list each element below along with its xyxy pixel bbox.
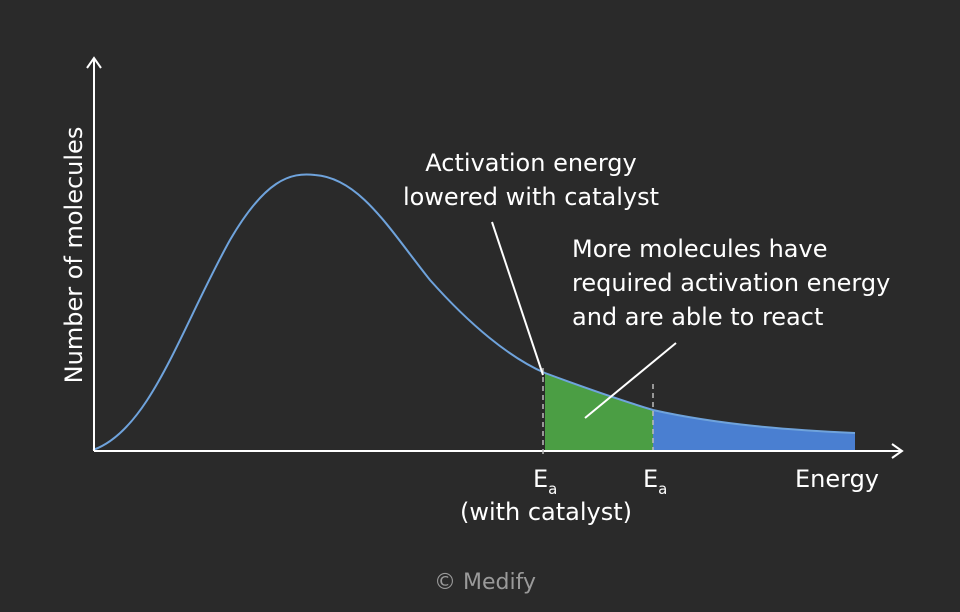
axes — [86, 56, 904, 459]
annotation-line: and are able to react — [572, 303, 823, 331]
marker-label: Ea — [533, 465, 557, 498]
catalyst-area — [545, 373, 653, 450]
x-arrow — [891, 443, 904, 459]
subscript: a — [658, 480, 667, 498]
pointer-line — [491, 221, 544, 376]
distribution-curve — [92, 173, 856, 451]
credit: © Medify — [434, 570, 536, 595]
x-axis-label: Energy — [795, 465, 879, 493]
symbol: E — [643, 465, 658, 493]
subscript: a — [548, 480, 557, 498]
annotation-line: Activation energy — [425, 149, 636, 177]
y-axis-label: Number of molecules — [60, 127, 88, 384]
annotation-line: lowered with catalyst — [403, 183, 659, 211]
symbol: E — [533, 465, 548, 493]
annotation-line: required activation energy — [572, 269, 890, 297]
annotation-line: More molecules have — [572, 235, 827, 263]
marker-label: Ea — [643, 465, 667, 498]
marker-note: (with catalyst) — [460, 498, 632, 526]
pointer-line — [584, 342, 677, 419]
y-arrow — [86, 56, 102, 69]
